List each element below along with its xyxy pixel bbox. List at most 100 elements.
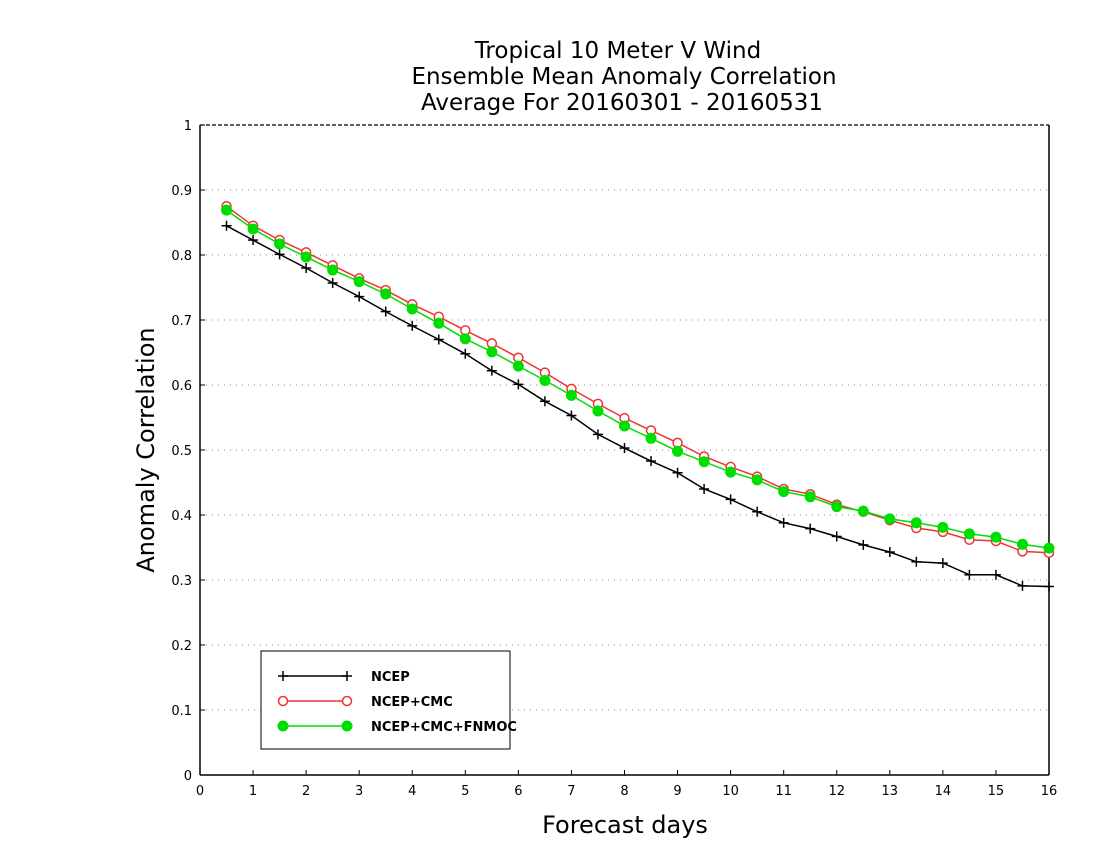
- data-point-ncep-26: [911, 556, 922, 567]
- chart-title-line-3: Average For 20160301 - 20160531: [421, 90, 823, 116]
- data-point-ncep-cmc-fnmoc-5: [353, 276, 365, 288]
- chart-title-line-2: Ensemble Mean Anomaly Correlation: [411, 64, 836, 90]
- legend-marker-end-ncep-cmc-fnmoc: [341, 720, 353, 732]
- data-point-ncep-cmc-fnmoc-19: [725, 466, 737, 478]
- data-point-ncep-cmc-fnmoc-21: [778, 486, 790, 498]
- legend-entry-ncep: NCEP: [278, 670, 410, 685]
- data-point-ncep-1: [248, 235, 259, 246]
- x-tick-label-5: 5: [461, 784, 469, 799]
- data-point-ncep-cmc-fnmoc-28: [963, 528, 975, 540]
- data-point-ncep-cmc-fnmoc-6: [380, 288, 392, 300]
- data-point-ncep-8: [433, 334, 444, 345]
- data-point-ncep-23: [831, 531, 842, 542]
- x-tick-label-3: 3: [355, 784, 363, 799]
- plot-series: [221, 201, 1055, 592]
- series-ncep: [221, 220, 1054, 592]
- y-tick-label-10: 1: [184, 119, 192, 134]
- data-point-ncep-11: [513, 379, 524, 390]
- data-point-ncep-0: [221, 220, 232, 231]
- x-tick-label-11: 11: [775, 784, 792, 799]
- x-tick-label-15: 15: [988, 784, 1005, 799]
- x-tick-label-7: 7: [567, 784, 575, 799]
- data-point-ncep-cmc-fnmoc-1: [247, 223, 259, 235]
- data-point-ncep-16: [646, 456, 657, 467]
- data-point-ncep-31: [1044, 581, 1054, 592]
- legend-marker-start-ncep-cmc: [277, 695, 289, 707]
- data-point-ncep-cmc-fnmoc-4: [327, 264, 339, 276]
- data-point-ncep-cmc-fnmoc-17: [672, 445, 684, 457]
- data-point-ncep-25: [884, 547, 895, 558]
- data-point-ncep-2: [274, 249, 285, 260]
- y-axis-ticks: 0 0.1 0.2 0.3 0.4 0.5 0.6 0.7 0.8 0.9 1: [171, 119, 205, 784]
- legend-box: [260, 650, 511, 750]
- data-point-ncep-cmc-fnmoc-13: [565, 389, 577, 401]
- x-tick-label-4: 4: [408, 784, 416, 799]
- data-point-ncep-22: [805, 523, 816, 534]
- x-tick-label-9: 9: [673, 784, 681, 799]
- chart-title: Tropical 10 Meter V Wind Ensemble Mean A…: [411, 38, 836, 116]
- data-point-ncep-10: [486, 365, 497, 376]
- legend-marker-end-ncep: [342, 671, 352, 681]
- data-point-ncep-20: [752, 506, 763, 517]
- data-point-ncep-21: [778, 517, 789, 528]
- data-point-ncep-cmc-fnmoc-23: [831, 501, 843, 513]
- x-tick-label-0: 0: [196, 784, 204, 799]
- data-point-ncep-18: [699, 484, 710, 494]
- data-point-ncep-cmc-fnmoc-2: [274, 238, 286, 250]
- data-point-ncep-cmc-fnmoc-8: [433, 317, 445, 329]
- legend-marker-start-ncep-cmc-fnmoc: [277, 720, 289, 732]
- data-point-ncep-cmc-fnmoc-16: [645, 432, 657, 444]
- data-point-ncep-29: [990, 569, 1001, 580]
- x-tick-label-16: 16: [1041, 784, 1058, 799]
- series-line-ncep-cmc: [226, 205, 1050, 554]
- data-point-ncep-cmc-fnmoc-9: [459, 333, 471, 345]
- y-axis-label: Anomaly Correlation: [132, 327, 160, 572]
- data-point-ncep-30: [1017, 580, 1028, 591]
- data-point-ncep-cmc-fnmoc-18: [698, 456, 710, 468]
- data-point-ncep-cmc-fnmoc-11: [512, 360, 524, 372]
- legend-label-ncep-cmc-fnmoc: NCEP+CMC+FNMOC: [371, 720, 517, 735]
- y-tick-label-8: 0.8: [171, 249, 192, 264]
- data-point-ncep-cmc-fnmoc-15: [619, 420, 630, 432]
- y-tick-label-0: 0: [184, 769, 192, 784]
- data-point-ncep-24: [858, 539, 869, 550]
- x-tick-label-8: 8: [620, 784, 628, 799]
- y-tick-label-7: 0.7: [171, 314, 192, 329]
- x-tick-label-10: 10: [722, 784, 739, 799]
- y-tick-label-1: 0.1: [171, 704, 192, 719]
- x-axis-ticks: 0 1 2 3 4 5 6 7 8 9 10 11 12 13 14 15 16: [196, 770, 1057, 799]
- y-tick-label-3: 0.3: [171, 574, 192, 589]
- series-line-ncep: [226, 225, 1050, 588]
- series-ncep-cmc: [221, 201, 1055, 558]
- legend-marker-start-ncep: [278, 671, 288, 681]
- data-point-ncep-5: [354, 291, 365, 302]
- data-point-ncep-cmc-fnmoc-30: [1016, 538, 1028, 550]
- data-point-ncep-cmc-fnmoc-26: [910, 517, 922, 529]
- data-point-ncep-19: [725, 494, 736, 505]
- data-point-ncep-cmc-fnmoc-29: [990, 531, 1002, 543]
- chart-title-line-1: Tropical 10 Meter V Wind: [474, 38, 761, 64]
- data-point-ncep-27: [937, 558, 948, 569]
- data-point-ncep-cmc-fnmoc-3: [300, 251, 312, 263]
- y-tick-label-4: 0.4: [171, 509, 192, 524]
- legend-label-ncep: NCEP: [371, 670, 410, 685]
- legend: NCEP NCEP+CMC NCEP+CMC+FNMOC: [260, 650, 517, 750]
- data-point-ncep-cmc-fnmoc-27: [937, 521, 949, 533]
- x-tick-label-1: 1: [249, 784, 257, 799]
- data-point-ncep-cmc-fnmoc-22: [804, 491, 816, 503]
- data-point-ncep-14: [592, 429, 603, 440]
- x-tick-label-13: 13: [882, 784, 899, 799]
- y-tick-label-9: 0.9: [171, 184, 192, 199]
- data-point-ncep-7: [407, 320, 418, 331]
- x-tick-label-12: 12: [828, 784, 845, 799]
- data-point-ncep-15: [619, 443, 630, 454]
- data-point-ncep-cmc-fnmoc-25: [884, 513, 896, 525]
- y-tick-label-2: 0.2: [171, 639, 192, 654]
- data-point-ncep-cmc-fnmoc-12: [539, 374, 551, 386]
- x-axis-label: Forecast days: [542, 811, 708, 839]
- legend-label-ncep-cmc: NCEP+CMC: [371, 695, 453, 710]
- data-point-ncep-6: [380, 306, 391, 317]
- y-tick-label-6: 0.6: [171, 379, 192, 394]
- data-point-ncep-28: [964, 569, 975, 580]
